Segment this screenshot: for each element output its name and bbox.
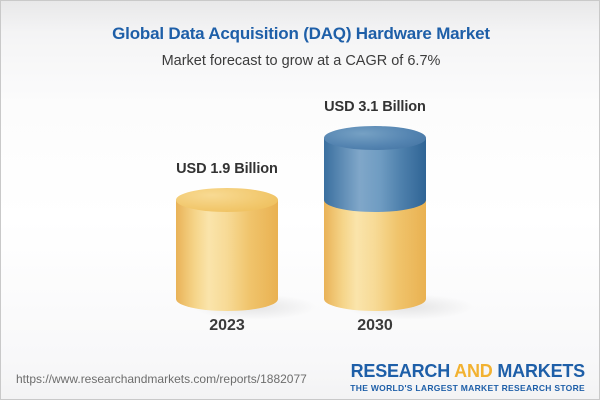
research-and-markets-logo: RESEARCH AND MARKETS THE WORLD'S LARGEST…	[350, 362, 585, 393]
category-label-2023: 2023	[209, 317, 245, 334]
bar-2030-blue-top	[324, 126, 426, 150]
chart-title: Global Data Acquisition (DAQ) Hardware M…	[112, 24, 490, 43]
bar-2030-gold-body	[324, 200, 426, 311]
chart-subtitle: Market forecast to grow at a CAGR of 6.7…	[161, 53, 441, 69]
logo-tagline: THE WORLD'S LARGEST MARKET RESEARCH STOR…	[350, 383, 585, 393]
bar-2023-cylinder-body	[176, 200, 278, 311]
logo-word-research: RESEARCH	[350, 361, 451, 381]
value-label-2030: USD 3.1 Billion	[324, 99, 426, 115]
logo-word-markets: MARKETS	[497, 361, 585, 381]
bar-2023-cylinder-top	[176, 188, 278, 212]
report-url: https://www.researchandmarkets.com/repor…	[16, 372, 307, 386]
logo-wordmark: RESEARCH AND MARKETS	[350, 361, 586, 381]
category-label-2030: 2030	[357, 317, 393, 334]
bar-2030-blue-body	[324, 138, 426, 212]
value-label-2023: USD 1.9 Billion	[176, 161, 278, 177]
logo-word-and: AND	[454, 361, 493, 381]
